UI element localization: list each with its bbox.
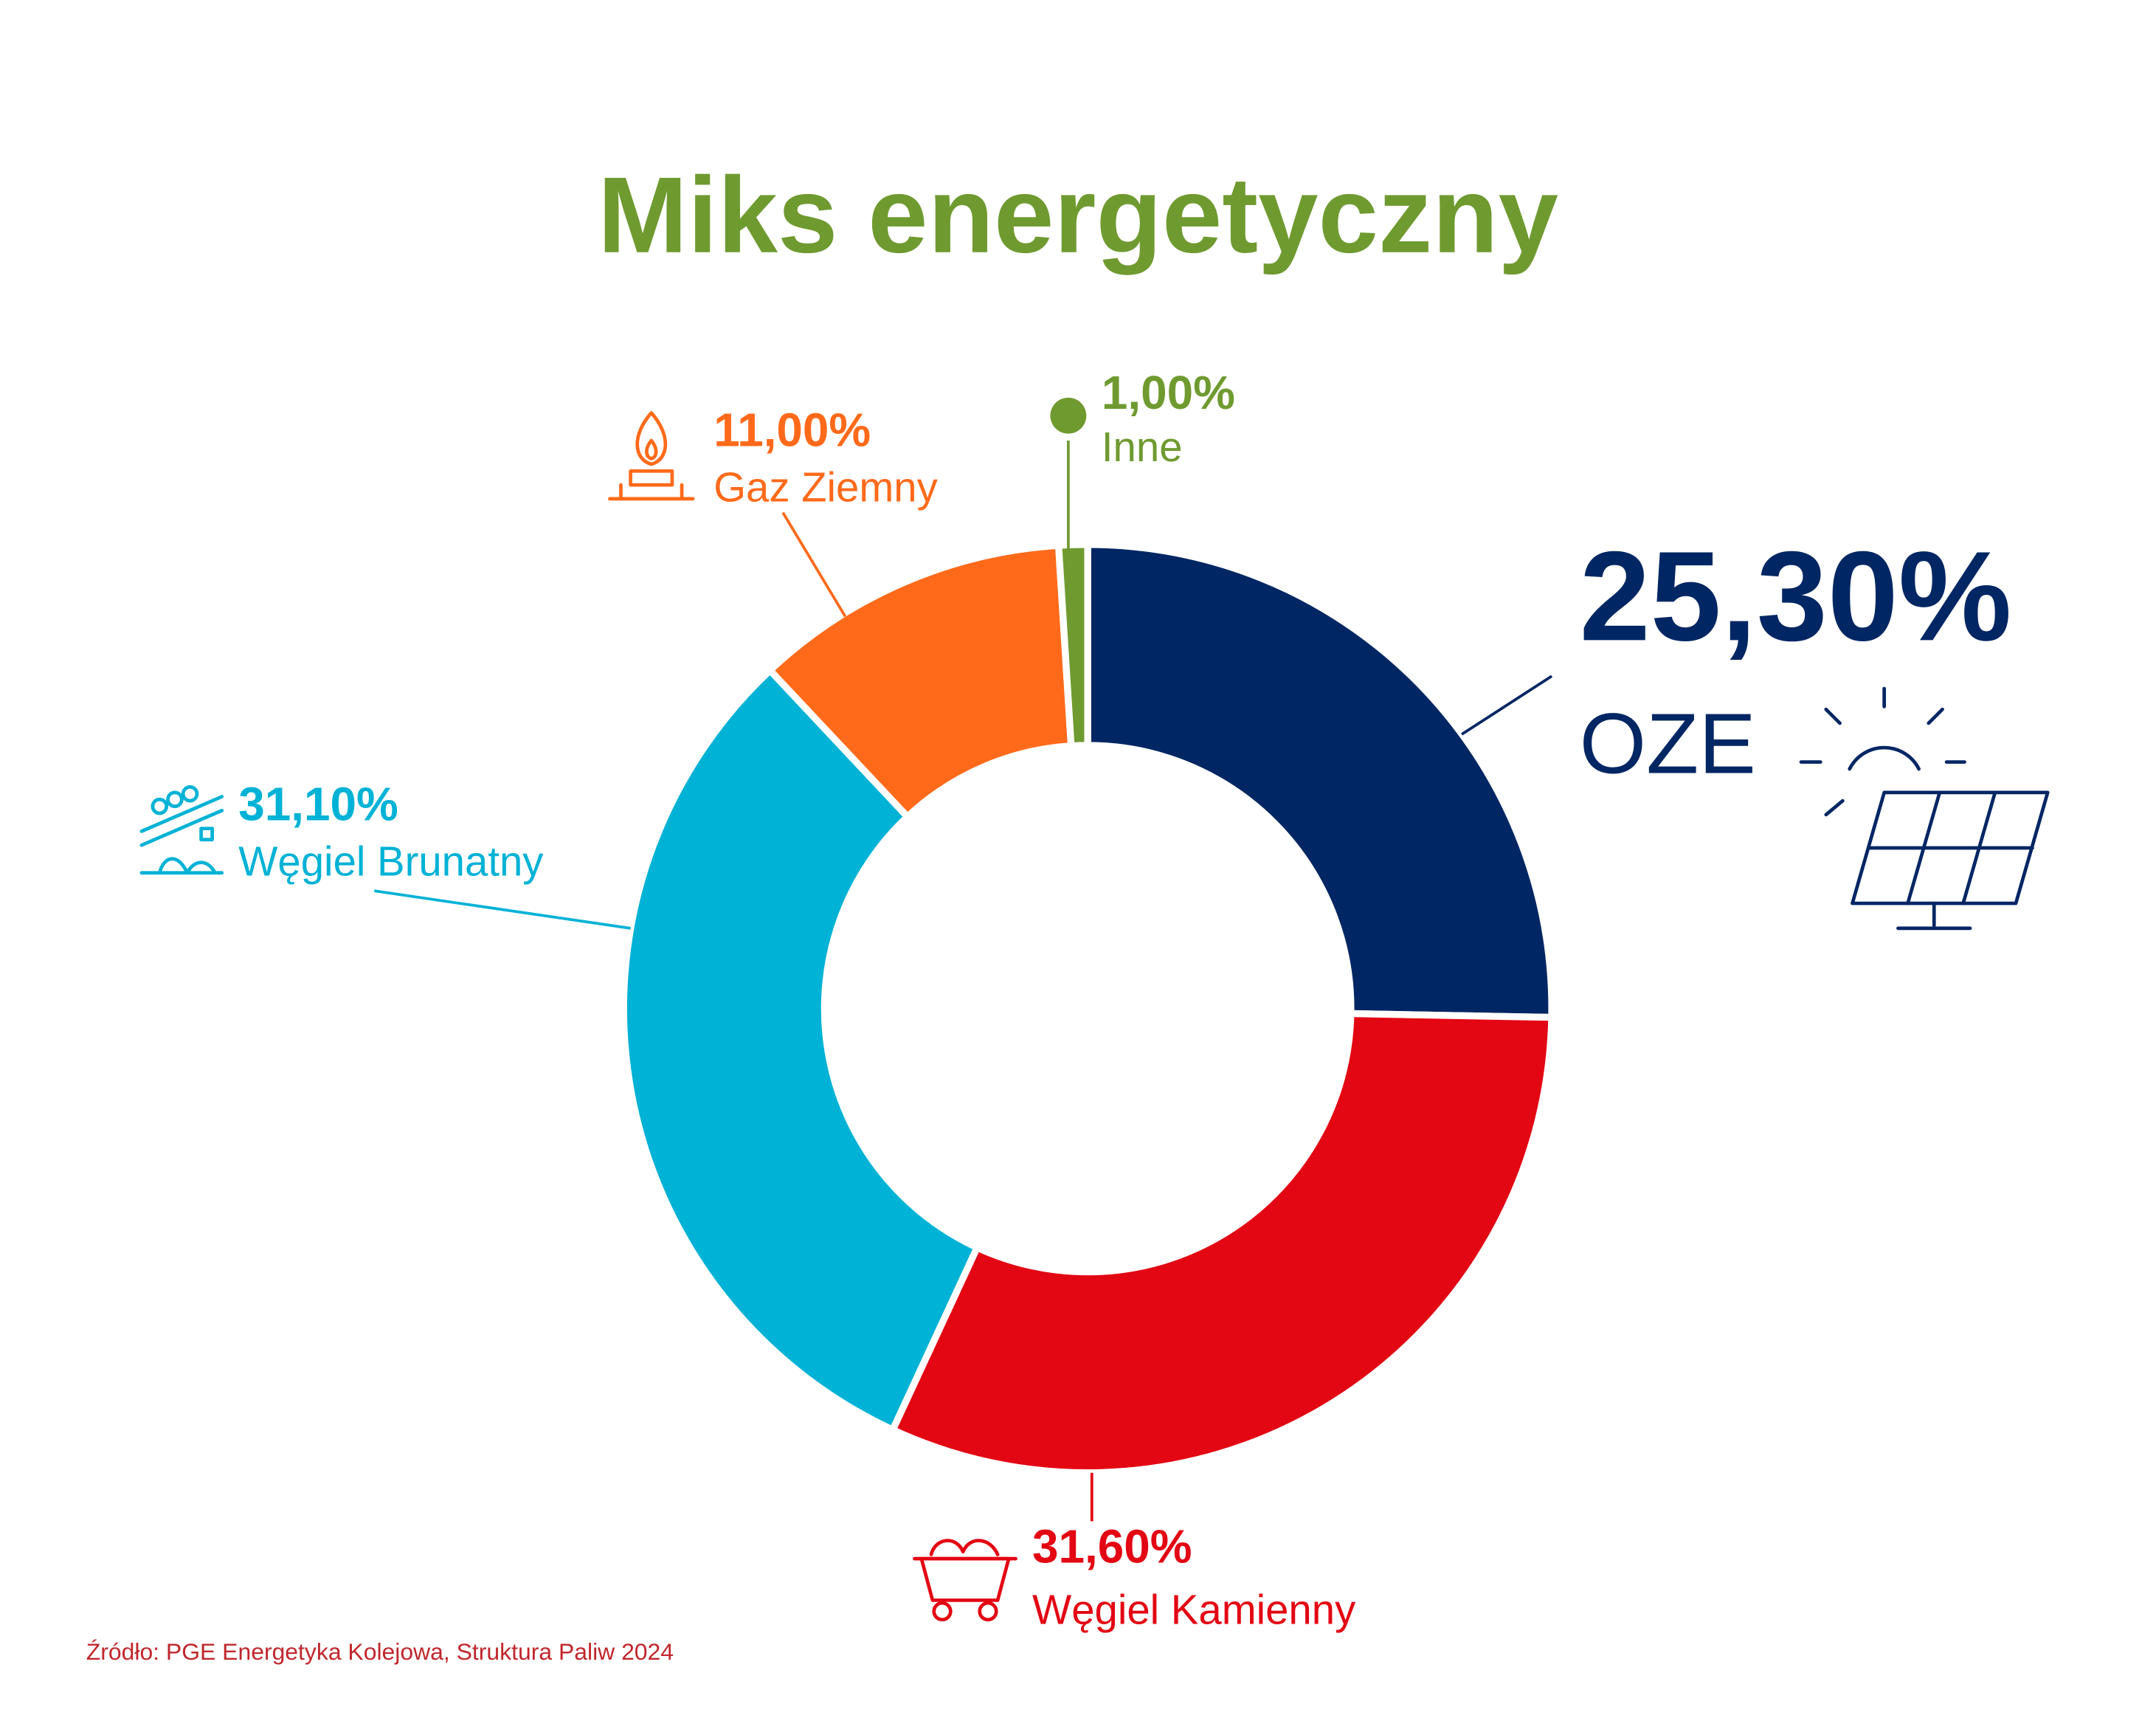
category-label: OZE — [1580, 696, 1756, 792]
donut-slice — [620, 665, 982, 1435]
coal-cart-icon — [913, 1539, 1017, 1622]
value-label: 11,00% — [714, 404, 871, 457]
gas-icon — [608, 411, 695, 501]
marker-dot — [1050, 397, 1087, 434]
leader-line — [1461, 675, 1553, 736]
donut-slice — [888, 1010, 1555, 1477]
leader-line — [373, 889, 631, 930]
value-label: 1,00% — [1102, 366, 1235, 419]
category-label: Węgiel Brunatny — [238, 838, 544, 885]
value-label: 31,10% — [238, 777, 398, 830]
category-label: Inne — [1102, 424, 1183, 470]
source-note: Źródło: PGE Energetyka Kolejowa, Struktu… — [86, 1638, 674, 1665]
lignite-icon — [139, 785, 224, 875]
donut-slice — [1084, 541, 1555, 1021]
value-label: 31,60% — [1032, 1520, 1192, 1573]
category-label: Węgiel Kamienny — [1032, 1586, 1356, 1632]
chart-title: Miks energetyczny — [598, 155, 1558, 276]
value-label: 25,30% — [1580, 525, 2012, 667]
category-label: Gaz Ziemny — [714, 464, 938, 511]
solar-icon — [1799, 686, 2050, 931]
leader-line — [781, 511, 847, 618]
